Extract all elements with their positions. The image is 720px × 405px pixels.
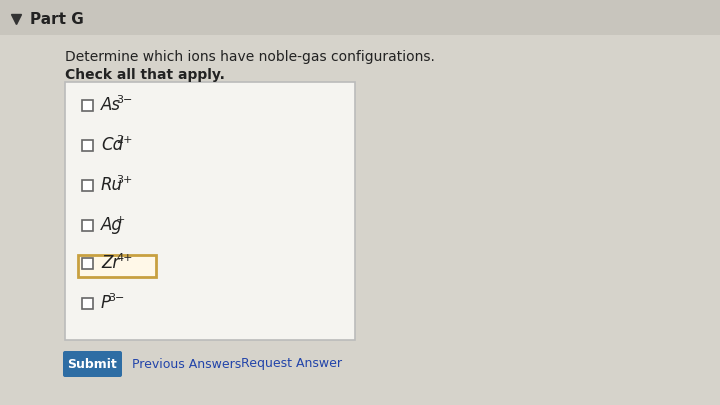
Bar <box>82 140 93 151</box>
Text: 2+: 2+ <box>116 135 132 145</box>
Text: Previous Answers: Previous Answers <box>132 358 241 371</box>
Text: 3−: 3− <box>109 293 125 303</box>
Text: 3+: 3+ <box>116 175 132 185</box>
Text: Request Answer: Request Answer <box>241 358 342 371</box>
Text: Cd: Cd <box>101 136 123 154</box>
Text: Part G: Part G <box>30 11 84 26</box>
Bar <box>82 180 93 191</box>
Bar <box>82 220 93 231</box>
Text: Check all that apply.: Check all that apply. <box>65 68 225 82</box>
FancyBboxPatch shape <box>65 82 355 340</box>
Text: Zr: Zr <box>101 254 120 272</box>
Text: 4+: 4+ <box>116 253 132 263</box>
Text: As: As <box>101 96 121 114</box>
Bar <box>82 258 93 269</box>
Text: +: + <box>116 215 125 225</box>
FancyBboxPatch shape <box>63 351 122 377</box>
Bar <box>82 298 93 309</box>
Text: Ag: Ag <box>101 216 123 234</box>
Bar <box>82 100 93 111</box>
FancyBboxPatch shape <box>78 255 156 277</box>
Text: 3−: 3− <box>116 95 132 105</box>
Text: P: P <box>101 294 111 312</box>
Text: Ru: Ru <box>101 176 123 194</box>
Text: Determine which ions have noble-gas configurations.: Determine which ions have noble-gas conf… <box>65 50 435 64</box>
FancyBboxPatch shape <box>0 0 720 35</box>
Text: Submit: Submit <box>68 358 117 371</box>
